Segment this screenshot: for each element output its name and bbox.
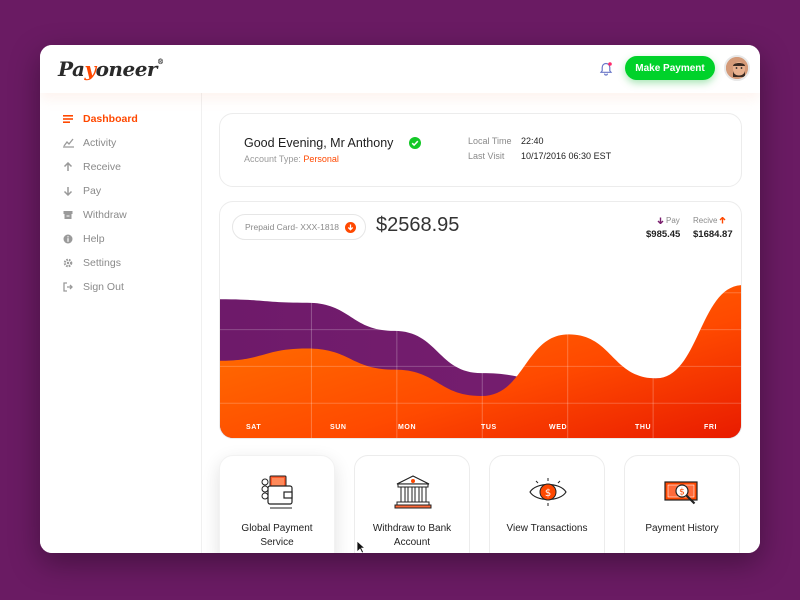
tile-label: Global Payment Service — [241, 523, 313, 548]
tile-label: Withdraw to Bank Account — [372, 523, 452, 548]
balance-chart-card: Prepaid Card- XXX-1818 $2568.95 Pay $985… — [219, 201, 742, 439]
card-select-dropdown[interactable]: Prepaid Card- XXX-1818 — [232, 214, 366, 240]
last-visit-label: Last Visit — [468, 151, 505, 161]
tile-payment-history[interactable]: $ Payment History — [624, 455, 740, 553]
avatar[interactable] — [724, 55, 750, 81]
card-select-label: Prepaid Card- XXX-1818 — [245, 222, 340, 232]
chart-tick-label: THU — [635, 424, 652, 431]
bank-icon — [394, 475, 432, 509]
balance-amount: $2568.95 — [376, 214, 460, 236]
sidebar-item-label: Activity — [83, 137, 117, 149]
tile-label: Payment History — [645, 523, 719, 534]
chart-tick-label: FRI — [704, 424, 718, 431]
app-window: Payoneer® Make Payment Dashboar — [40, 45, 760, 553]
pay-label: Pay — [666, 216, 680, 225]
receive-arrow-icon — [719, 217, 726, 224]
tile-view-transactions[interactable]: $ View Transactions — [489, 455, 605, 553]
chart-series-orange — [220, 285, 741, 438]
sidebar-item-activity[interactable]: Activity — [62, 135, 116, 151]
wallet-card-icon — [261, 475, 293, 509]
tile-global-payment-service[interactable]: Global Payment Service — [219, 455, 335, 553]
sidebar-item-label: Settings — [83, 257, 121, 269]
sidebar-item-label: Sign Out — [83, 281, 124, 293]
sidebar-item-dashboard[interactable]: Dashboard — [62, 111, 138, 127]
sidebar-item-label: Dashboard — [83, 113, 138, 125]
sidebar-item-receive[interactable]: Receive — [62, 159, 121, 175]
sidebar-item-label: Help — [83, 233, 105, 245]
sidebar-item-settings[interactable]: Settings — [62, 255, 121, 271]
account-summary-card: Good Evening, Mr Anthony Account Type: P… — [219, 113, 742, 187]
chart-grid-overlay — [220, 256, 741, 438]
local-time-value: 22:40 — [521, 136, 544, 146]
make-payment-button[interactable]: Make Payment — [625, 56, 715, 80]
arrow-down-icon — [62, 185, 74, 197]
sidebar-item-withdraw[interactable]: Withdraw — [62, 207, 127, 223]
chart-tick-label: MON — [398, 424, 417, 431]
chart-tick-label: SUN — [330, 424, 347, 431]
greeting-text: Good Evening, Mr Anthony — [244, 136, 394, 150]
main-content: Good Evening, Mr Anthony Account Type: P… — [203, 93, 760, 553]
account-type-value: Personal — [303, 154, 339, 164]
bell-icon[interactable] — [598, 61, 614, 77]
svg-text:$: $ — [545, 488, 551, 499]
activity-icon — [62, 137, 74, 149]
magnifier-dollar-icon: $ — [664, 481, 698, 505]
sidebar-item-label: Pay — [83, 185, 102, 197]
eye-dollar-icon: $ — [529, 478, 567, 506]
gear-icon — [62, 257, 74, 269]
svg-text:$: $ — [679, 488, 685, 498]
chart-tick-label: WED — [549, 424, 568, 431]
verified-check-icon — [409, 137, 421, 149]
sign-out-icon — [62, 281, 74, 293]
chevron-down-icon — [345, 222, 356, 233]
account-type-label: Account Type: — [244, 154, 301, 164]
payoneer-logo[interactable]: Payoneer® — [58, 57, 164, 81]
pay-arrow-icon — [657, 217, 664, 224]
sidebar-item-sign-out[interactable]: Sign Out — [62, 279, 124, 295]
sidebar-item-pay[interactable]: Pay — [62, 183, 101, 199]
top-bar: Payoneer® Make Payment — [40, 45, 760, 93]
sidebar-item-label: Receive — [83, 161, 121, 173]
withdraw-icon — [62, 209, 74, 221]
sidebar-item-label: Withdraw — [83, 209, 127, 221]
chart-tick-label: SAT — [246, 424, 262, 431]
sidebar: Dashboard Activity Receive Pay Withdraw — [40, 93, 202, 553]
dashboard-icon — [62, 113, 74, 125]
tile-withdraw-to-bank[interactable]: Withdraw to Bank Account — [354, 455, 470, 553]
area-chart — [220, 256, 741, 438]
last-visit-value: 10/17/2016 06:30 EST — [521, 151, 612, 161]
mouse-cursor-icon — [356, 540, 366, 553]
pay-value: $985.45 — [646, 229, 681, 240]
receive-label: Recive — [693, 216, 718, 225]
receive-value: $1684.87 — [693, 229, 733, 240]
chart-tick-label: TUS — [481, 424, 497, 431]
avatar-face-icon — [726, 57, 748, 79]
local-time-label: Local Time — [468, 136, 512, 146]
tile-label: View Transactions — [506, 523, 588, 534]
sidebar-item-help[interactable]: Help — [62, 231, 105, 247]
info-icon — [62, 233, 74, 245]
arrow-up-icon — [62, 161, 74, 173]
account-type: Account Type: Personal — [244, 154, 339, 164]
